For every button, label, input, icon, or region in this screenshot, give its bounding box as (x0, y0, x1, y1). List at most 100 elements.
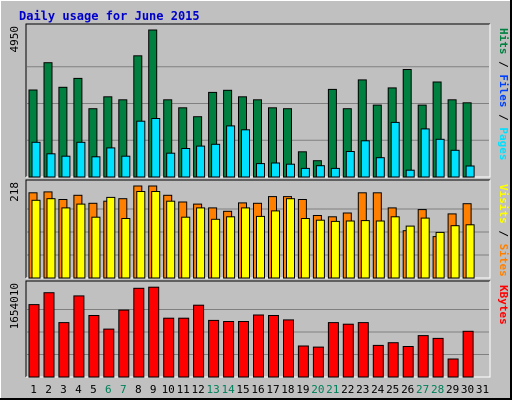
day-label-31: 31 (476, 383, 489, 396)
bar-files-day-11 (181, 148, 191, 178)
bar-kbytes-day-13 (208, 319, 220, 378)
legend-label-sites: Sites (497, 244, 510, 277)
day-label-21: 21 (326, 383, 339, 396)
bar-kbytes-day-3 (58, 322, 70, 378)
bar-kbytes-day-15 (238, 321, 249, 378)
bar-files-day-20 (315, 165, 325, 178)
day-label-28: 28 (431, 383, 444, 396)
bar-files-day-22 (345, 151, 355, 178)
bar-files-day-8 (136, 120, 146, 178)
bar-kbytes-day-21 (327, 322, 339, 378)
bar-visits-day-13 (211, 218, 221, 279)
day-label-26: 26 (401, 383, 414, 396)
day-label-1: 1 (30, 383, 37, 396)
bar-kbytes-day-20 (312, 346, 324, 378)
bar-kbytes-day-12 (193, 304, 205, 378)
bar-visits-day-20 (315, 219, 325, 279)
bar-hits-day-26 (402, 69, 412, 178)
day-label-18: 18 (281, 383, 294, 396)
bar-files-day-24 (375, 157, 385, 178)
bar-files-day-9 (151, 118, 161, 178)
legend-separator: / (497, 108, 510, 128)
day-label-7: 7 (120, 383, 127, 396)
bar-visits-day-2 (46, 198, 56, 279)
bar-kbytes-day-26 (402, 346, 414, 378)
bar-kbytes-day-29 (447, 358, 459, 378)
bar-kbytes-day-23 (357, 322, 369, 378)
bar-visits-day-23 (360, 220, 370, 279)
day-label-8: 8 (135, 383, 142, 396)
day-label-12: 12 (191, 383, 204, 396)
day-label-5: 5 (90, 383, 97, 396)
bar-kbytes-day-24 (372, 344, 384, 378)
bar-kbytes-day-18 (283, 319, 294, 378)
bar-hits-day-21 (327, 88, 337, 178)
bar-visits-day-3 (61, 207, 71, 279)
bar-visits-day-9 (151, 191, 161, 279)
bar-visits-day-29 (450, 225, 460, 279)
day-label-3: 3 (60, 383, 67, 396)
day-label-14: 14 (221, 383, 235, 396)
day-label-10: 10 (162, 383, 175, 396)
bar-files-day-16 (256, 163, 265, 178)
bar-visits-day-1 (31, 199, 41, 279)
bar-files-day-7 (121, 155, 131, 178)
bar-kbytes-day-5 (88, 315, 100, 378)
day-label-9: 9 (150, 383, 157, 396)
legend-label-kbytes: KBytes (497, 285, 510, 325)
day-label-24: 24 (371, 383, 385, 396)
day-label-15: 15 (236, 383, 249, 396)
legend-label-files: Files (497, 74, 510, 107)
legend-separator: / (497, 224, 510, 244)
day-label-20: 20 (311, 383, 324, 396)
bar-files-day-17 (271, 162, 280, 178)
day-label-13: 13 (206, 383, 219, 396)
bar-files-day-3 (61, 155, 71, 178)
bar-kbytes-day-19 (297, 345, 309, 378)
panel-hits-border-dark (25, 23, 490, 177)
bar-kbytes-day-22 (342, 323, 354, 378)
bar-kbytes-day-17 (268, 315, 279, 378)
day-label-4: 4 (75, 383, 82, 396)
bar-files-day-1 (31, 141, 41, 178)
day-label-11: 11 (177, 383, 190, 396)
bar-visits-day-27 (420, 217, 430, 279)
bar-visits-day-28 (435, 231, 445, 279)
day-label-16: 16 (251, 383, 264, 396)
bar-files-day-4 (76, 141, 86, 178)
day-label-29: 29 (446, 383, 459, 396)
bar-visits-day-17 (271, 210, 280, 279)
bar-files-day-29 (450, 149, 460, 178)
bar-files-day-25 (390, 121, 400, 178)
bar-files-day-28 (435, 138, 445, 178)
bar-files-day-14 (226, 125, 236, 178)
bar-files-day-26 (405, 169, 415, 178)
bar-files-day-19 (300, 167, 310, 178)
bar-visits-day-24 (375, 220, 385, 279)
bar-files-day-6 (106, 147, 116, 178)
bar-files-day-12 (196, 145, 206, 178)
day-label-23: 23 (356, 383, 369, 396)
bar-visits-day-18 (286, 198, 295, 279)
bar-visits-day-22 (345, 220, 355, 279)
legend-kbytes: KBytes (497, 285, 510, 325)
bar-kbytes-day-7 (118, 309, 130, 378)
legend-visits: Visits / Sites (497, 184, 510, 277)
bar-kbytes-day-28 (432, 337, 444, 378)
bar-kbytes-day-30 (462, 330, 474, 378)
bar-kbytes-day-6 (103, 328, 115, 378)
axis-max-label-kbytes: 1654010 (8, 283, 21, 329)
bar-kbytes-day-2 (43, 292, 55, 378)
bar-kbytes-day-9 (148, 286, 160, 378)
legend-label-visits: Visits (497, 184, 510, 224)
bar-files-day-30 (465, 165, 475, 178)
bar-kbytes-day-27 (417, 335, 429, 378)
bar-kbytes-day-16 (253, 314, 264, 378)
bar-visits-day-21 (330, 220, 340, 279)
bar-files-day-10 (166, 152, 176, 178)
bar-files-day-27 (420, 128, 430, 178)
bar-files-day-21 (330, 167, 340, 178)
